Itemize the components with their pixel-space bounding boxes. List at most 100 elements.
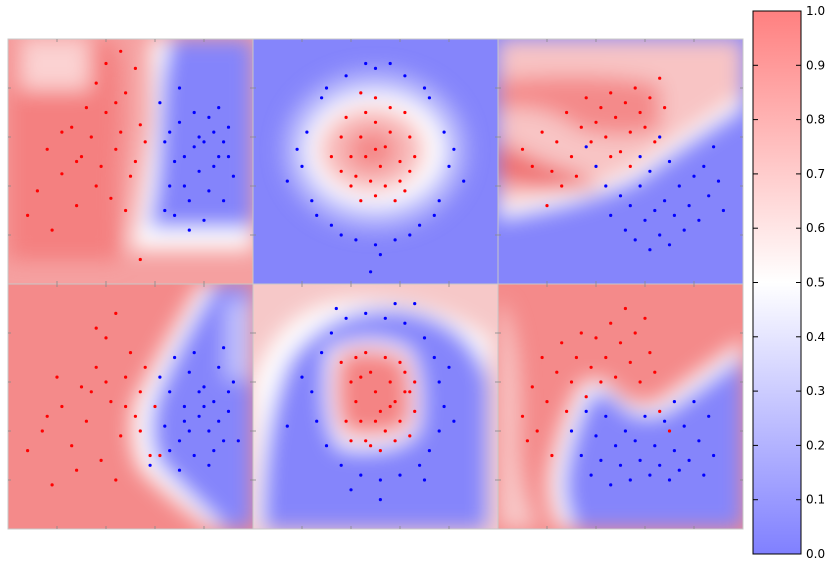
panel-5-class1-point-15 (378, 478, 382, 482)
panel-5-class0-point-12 (398, 419, 402, 423)
panel-4-class1-point-4 (177, 439, 182, 443)
panel-3-class1-point-4 (609, 213, 613, 217)
panel-3-class1-point-14 (663, 199, 667, 203)
colorbar-tick-label-10: 1.0 (806, 4, 825, 18)
panel-3-class1-point-21 (697, 218, 701, 222)
panel-3-class1-point-6 (623, 228, 628, 232)
panel-5-class1-point-27 (378, 498, 382, 502)
panel-3-class1-point-25 (716, 179, 721, 183)
panel-6-class1-point-22 (677, 468, 681, 472)
panel-2-class1-point-15 (393, 238, 397, 242)
panel-1-class1-point-25 (163, 208, 167, 213)
panel-5-class1-point-1 (320, 351, 324, 355)
colorbar-tick-label-4: 0.4 (806, 330, 825, 344)
colorbar (752, 10, 802, 555)
panel-3-class0-point-10 (589, 140, 593, 144)
panel-6-class0-point-29 (667, 429, 672, 433)
panel-1-class1-point-23 (197, 135, 201, 139)
panel-1-class0-point-5 (75, 204, 79, 208)
panel-5-class0-point-30 (369, 444, 373, 448)
panel-1-class0-point-4 (60, 172, 64, 176)
panel-4-class0-point-28 (124, 404, 128, 409)
panel-6-class1-point-18 (658, 463, 662, 467)
panel-2-class1-point-29 (378, 253, 382, 257)
panel-2-class0-point-6 (369, 179, 373, 183)
panel-3-class1-point-3 (604, 184, 608, 188)
panel-2-class0-point-26 (403, 189, 407, 193)
panel-1-class0-point-9 (104, 110, 108, 115)
panel-5-class1-point-21 (285, 424, 289, 428)
panel-3-class1-point-19 (687, 204, 691, 208)
panel-1-class0-point-28 (114, 101, 118, 105)
panel-6-class1-point-8 (609, 483, 613, 487)
panel-2-class1-point-20 (452, 147, 456, 151)
panel-6-class0-point-26 (648, 351, 652, 355)
panel-3-class1-point-23 (707, 194, 711, 198)
panel-4-class1-point-28 (217, 419, 221, 423)
panel-2-class1-point-12 (329, 223, 333, 227)
panel-5-class0-point-11 (393, 400, 397, 404)
panel-5-class1-point-23 (393, 302, 397, 306)
panel-3-class0-point-30 (628, 164, 632, 168)
panel-1-class0-point-6 (79, 155, 84, 159)
panel-4-class1-point-29 (158, 375, 162, 379)
panel-5-class0-point-13 (403, 370, 407, 374)
panel-6-class0-point-13 (584, 395, 588, 399)
panel-4-decision-surface (131, 284, 253, 529)
panel-1-class0-point-22 (124, 208, 128, 213)
panel-5-class0-point-19 (383, 355, 387, 360)
panel-1-class0-point-2 (35, 189, 40, 193)
panel-4-class0-point-2 (40, 429, 44, 433)
panel-5-class0-point-18 (364, 351, 368, 355)
panel-1-class0-point-26 (75, 159, 79, 164)
panel-5-class0-point-20 (398, 360, 402, 364)
panel-5-class0-point-3 (354, 400, 358, 404)
panel-1-class0-point-13 (128, 174, 133, 178)
panel-2-class0-point-3 (388, 130, 392, 134)
panel-4-class0-point-10 (104, 336, 108, 340)
panel-6-class1-point-16 (648, 473, 652, 477)
panel-2-class1-point-22 (432, 213, 436, 217)
panel-3-class1-point-26 (721, 208, 726, 213)
panel-3-class0-point-29 (609, 155, 613, 159)
panel-1-class1-point-24 (212, 164, 216, 168)
panel-3-class1-point-13 (658, 233, 662, 237)
panel-2-class1-point-5 (427, 96, 431, 100)
panel-1-class0-point-20 (84, 106, 88, 110)
panel-3-class0-point-4 (550, 169, 554, 173)
panel-2-class0-point-17 (329, 155, 333, 159)
panel-1-class1-point-12 (212, 130, 216, 134)
panel-3-class0-point-12 (599, 106, 603, 110)
panel-4-class0-point-27 (94, 326, 98, 330)
panel-1-class0-point-7 (89, 135, 93, 139)
panel-5-class0-point-14 (408, 390, 412, 394)
panel-1-class1-point-5 (177, 120, 182, 124)
panel-1-class1-point-8 (192, 110, 196, 115)
panel-3-class1-point-27 (638, 155, 642, 159)
panel-2-class0-point-12 (354, 174, 358, 178)
panel-1-class1-point-10 (202, 140, 206, 144)
panel-6-class0-point-2 (530, 385, 534, 389)
panel-6-class1-point-17 (653, 444, 657, 448)
panel-6-class1-point-10 (618, 463, 623, 467)
panel-4-class0-point-15 (128, 351, 133, 355)
panel-3-class1-point-20 (692, 174, 696, 178)
panel-1-class0-point-8 (99, 164, 103, 168)
panel-2-class0-point-5 (398, 159, 402, 164)
panel-3-class1-point-7 (628, 204, 632, 208)
panel-5-class0-point-9 (383, 429, 387, 433)
panel-4-class1-point-3 (173, 355, 177, 360)
panel-1-class0-point-11 (119, 130, 123, 134)
panel-6-class0-point-1 (520, 414, 525, 418)
panel-4-class1-point-20 (236, 439, 240, 443)
panel-6-class1-point-29 (712, 453, 716, 458)
panel-5-class1-point-29 (300, 375, 304, 379)
panel-2-class0-point-20 (359, 199, 363, 203)
panel-5-class0-point-22 (393, 439, 397, 443)
panel-1-class0-point-23 (60, 130, 64, 134)
panel-2-class0-point-21 (393, 199, 397, 203)
panel-4-class0-point-24 (55, 375, 59, 379)
panel-1-class0-point-3 (50, 228, 54, 232)
panel-3-class0-point-17 (623, 101, 628, 105)
panel-2-class1-point-24 (388, 61, 392, 66)
